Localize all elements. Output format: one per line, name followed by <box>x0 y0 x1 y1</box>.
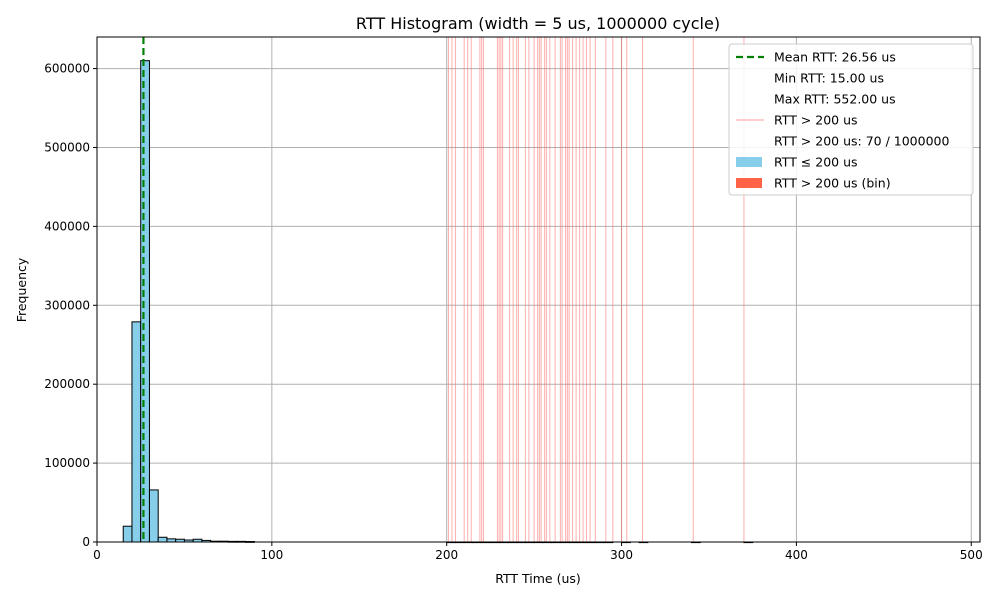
bar-le-200 <box>148 489 159 543</box>
x-tick-label: 500 <box>960 548 983 562</box>
plot-frame <box>96 36 981 543</box>
legend-label: Max RTT: 552.00 us <box>774 92 896 107</box>
x-tick-label: 100 <box>260 548 283 562</box>
legend-swatch-patch <box>736 157 762 167</box>
y-tick-label: 500000 <box>44 140 90 154</box>
x-axis-label: RTT Time (us) <box>495 571 581 586</box>
x-tick-label: 400 <box>785 548 808 562</box>
x-tick-label: 200 <box>435 548 458 562</box>
legend: Mean RTT: 26.56 us Min RTT: 15.00 us Max R… <box>728 43 974 196</box>
legend-label: RTT > 200 us (bin) <box>774 176 891 191</box>
legend-label: RTT ≤ 200 us <box>774 155 858 170</box>
outlier-lines <box>447 37 745 542</box>
legend-box <box>728 43 974 196</box>
legend-label: RTT > 200 us <box>774 113 858 128</box>
x-axis-ticks: 0 100 200 300 400 500 <box>93 542 983 562</box>
y-tick-label: 100000 <box>44 456 90 470</box>
y-tick-label: 200000 <box>44 377 90 391</box>
bar-le-200 <box>157 536 168 543</box>
y-tick-label: 400000 <box>44 219 90 233</box>
chart-title: RTT Histogram (width = 5 us, 1000000 cyc… <box>356 14 720 33</box>
legend-label: RTT > 200 us: 70 / 1000000 <box>774 134 949 149</box>
legend-label: Mean RTT: 26.56 us <box>774 50 896 65</box>
y-axis-ticks: 0 100000 200000 300000 400000 500000 600000 <box>44 62 97 549</box>
x-tick-label: 300 <box>610 548 633 562</box>
y-tick-label: 0 <box>82 535 90 549</box>
legend-swatch-patch <box>736 178 762 188</box>
bar-le-200 <box>131 321 142 543</box>
y-tick-label: 600000 <box>44 62 90 76</box>
x-tick-label: 0 <box>93 548 101 562</box>
bar-le-200 <box>122 525 133 543</box>
y-axis-label: Frequency <box>14 257 29 322</box>
y-tick-label: 300000 <box>44 298 90 312</box>
bar-le-200 <box>140 60 150 543</box>
legend-label: Min RTT: 15.00 us <box>774 71 884 86</box>
